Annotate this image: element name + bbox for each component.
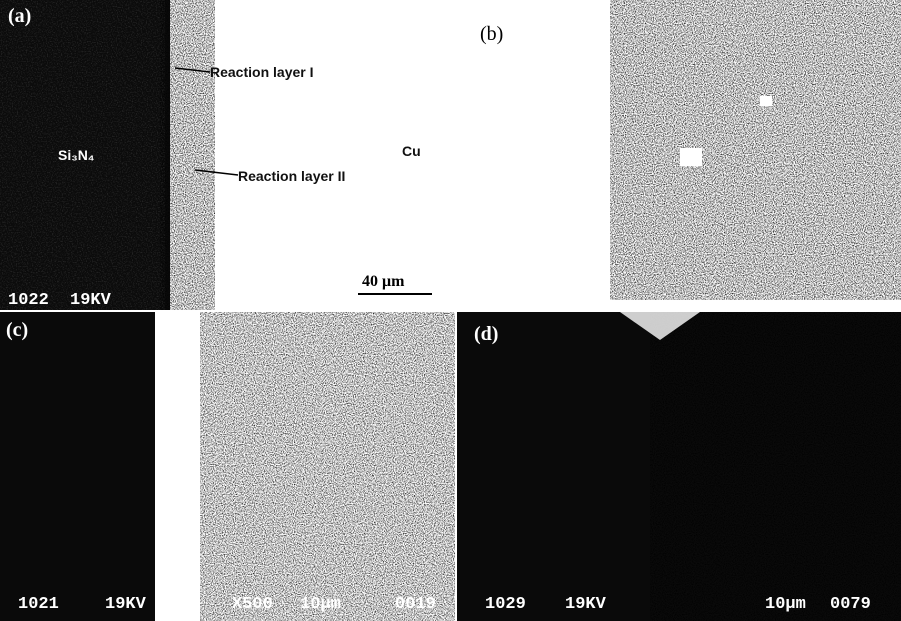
footer-text: 19KV xyxy=(565,595,607,614)
footer-text: 10μm xyxy=(765,595,806,614)
footer-text: 19KV xyxy=(105,595,147,614)
footer-text: 1029 xyxy=(485,595,526,614)
panel-label: (a) xyxy=(8,5,31,27)
footer-text: X500 xyxy=(232,595,273,614)
panel-d: (d) 1029 19KV 10μm 0079 xyxy=(457,312,901,621)
panel-label: (c) xyxy=(6,319,28,341)
panel-label: (d) xyxy=(474,323,498,345)
annotation: Si₃N₄ xyxy=(58,147,94,163)
annotation: Reaction layer II xyxy=(238,168,345,184)
footer-text: 0079 xyxy=(830,595,871,614)
panel-b: (b) xyxy=(450,0,901,305)
footer-text: 1021 xyxy=(18,595,59,614)
annotation: Reaction layer I xyxy=(210,64,314,80)
annotation: Cu xyxy=(402,143,421,159)
scale-bar-label: 40 μm xyxy=(362,273,405,290)
footer-text: 10μm xyxy=(300,595,341,614)
figure: (a) Si₃N₄ Reaction layer I Reaction laye… xyxy=(0,0,901,621)
panel-c: (c) 1021 19KV X500 10μm 0019 xyxy=(0,312,455,621)
panel-label: (b) xyxy=(480,23,503,45)
footer-text: 0019 xyxy=(395,595,436,614)
panel-a: (a) Si₃N₄ Reaction layer I Reaction laye… xyxy=(0,0,450,310)
footer-text: 1022 xyxy=(8,291,49,310)
footer-text: 19KV xyxy=(70,291,112,310)
